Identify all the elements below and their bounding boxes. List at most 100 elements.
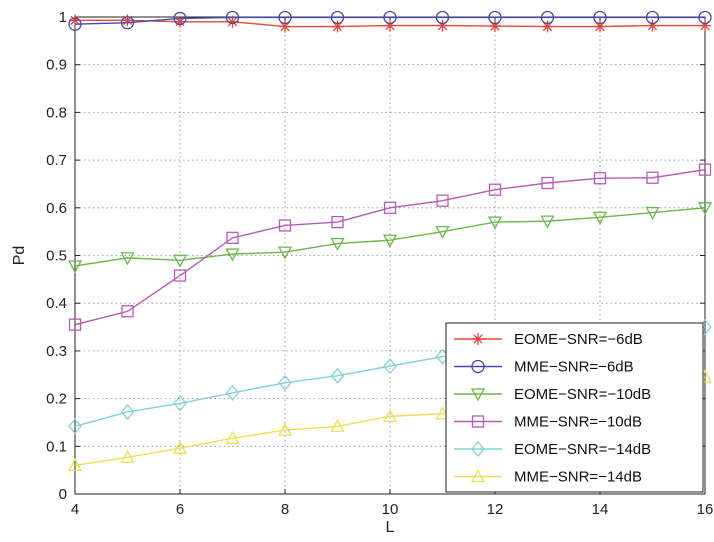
y-tick-label: 0.7	[46, 152, 67, 169]
data-point	[330, 367, 345, 384]
y-tick-label: 0.5	[46, 248, 67, 265]
legend-label: EOME−SNR=−10dB	[514, 386, 651, 403]
x-tick-label: 8	[281, 501, 289, 518]
series-3	[67, 202, 713, 274]
series-line	[74, 207, 706, 267]
x-tick-label: 6	[176, 501, 184, 518]
data-point	[225, 10, 240, 25]
legend-label: MME−SNR=−14dB	[514, 469, 642, 486]
data-point	[382, 408, 398, 422]
data-point	[68, 418, 82, 435]
legend-marker	[471, 359, 485, 374]
data-point	[592, 211, 608, 225]
data-point	[699, 19, 711, 32]
data-point	[226, 231, 239, 245]
legend-item: EOME−SNR=−10dB	[454, 386, 651, 403]
y-tick-label: 0.6	[46, 200, 67, 217]
data-point	[436, 19, 449, 32]
data-point	[278, 374, 292, 391]
data-point	[330, 418, 345, 432]
data-point	[121, 14, 134, 27]
data-point	[698, 163, 712, 176]
data-point	[120, 252, 135, 266]
legend-marker	[472, 333, 484, 345]
data-point	[645, 10, 660, 25]
data-point	[488, 183, 502, 196]
series-line	[74, 168, 706, 326]
y-tick-label: 0	[59, 486, 67, 503]
data-point	[172, 254, 188, 268]
grid	[75, 17, 705, 494]
legend-marker	[470, 388, 486, 402]
data-point	[646, 171, 659, 184]
series-line	[74, 16, 705, 25]
y-tick-label: 0.4	[46, 295, 67, 312]
data-point	[67, 260, 83, 274]
x-tick-label: 12	[487, 501, 504, 518]
legend: EOME−SNR=−6dB MME−SNR=−6dB EOME−SNR=−10dB M…	[445, 322, 704, 493]
data-point	[593, 10, 607, 25]
data-point	[383, 10, 397, 25]
legend-marker	[470, 469, 486, 483]
legend-item: EOME−SNR=−6dB	[454, 331, 643, 348]
data-point	[225, 248, 240, 262]
y-tick-label: 0.1	[46, 438, 67, 455]
data-point	[226, 15, 239, 28]
series-4	[68, 163, 712, 331]
data-point	[120, 16, 135, 30]
data-point	[541, 20, 554, 33]
data-point	[173, 269, 187, 282]
data-point	[277, 422, 293, 436]
data-point	[173, 11, 187, 26]
legend-label: MME−SNR=−6dB	[514, 359, 634, 376]
data-point	[383, 358, 397, 375]
data-point	[120, 449, 135, 463]
series-1	[69, 14, 711, 33]
legend-item: MME−SNR=−10dB	[454, 414, 642, 431]
y-tick-label: 0.9	[46, 57, 67, 74]
data-point	[541, 176, 554, 190]
data-point	[382, 234, 398, 248]
data-point	[225, 384, 240, 401]
data-point	[540, 215, 555, 229]
data-point	[173, 395, 187, 412]
x-tick-label: 16	[697, 501, 714, 518]
y-tick-label: 0.2	[46, 391, 67, 408]
data-point	[331, 20, 344, 33]
data-point	[172, 440, 188, 454]
data-point	[69, 14, 81, 27]
legend-item: EOME−SNR=−14dB	[454, 441, 651, 458]
data-point	[697, 202, 713, 216]
x-tick-label: 10	[382, 501, 399, 518]
legend-marker	[471, 415, 485, 428]
legend-marker	[471, 441, 485, 457]
data-point	[593, 172, 607, 185]
data-point	[646, 19, 659, 32]
data-point	[488, 10, 502, 25]
data-point	[277, 246, 293, 260]
x-axis-ticks: 4 6 8 10 12 14 16	[71, 17, 714, 518]
data-point	[330, 237, 345, 251]
data-point	[121, 305, 134, 318]
legend-item: MME−SNR=−6dB	[454, 359, 634, 376]
data-point	[594, 20, 606, 33]
data-point	[174, 15, 186, 28]
data-point	[383, 201, 397, 214]
data-point	[540, 10, 555, 25]
legend-label: EOME−SNR=−14dB	[514, 441, 651, 458]
data-point	[487, 216, 503, 230]
data-point	[279, 20, 291, 33]
data-point	[278, 10, 292, 25]
data-point	[436, 194, 449, 207]
legend-label: EOME−SNR=−6dB	[514, 331, 643, 348]
data-point	[68, 318, 82, 331]
series-2	[68, 10, 712, 31]
data-point	[645, 206, 660, 220]
data-point	[225, 430, 240, 444]
legend-box	[445, 322, 704, 493]
data-point	[698, 10, 712, 25]
y-tick-label: 0.3	[46, 343, 67, 360]
legend-label: MME−SNR=−10dB	[514, 414, 642, 431]
data-point	[384, 19, 396, 32]
